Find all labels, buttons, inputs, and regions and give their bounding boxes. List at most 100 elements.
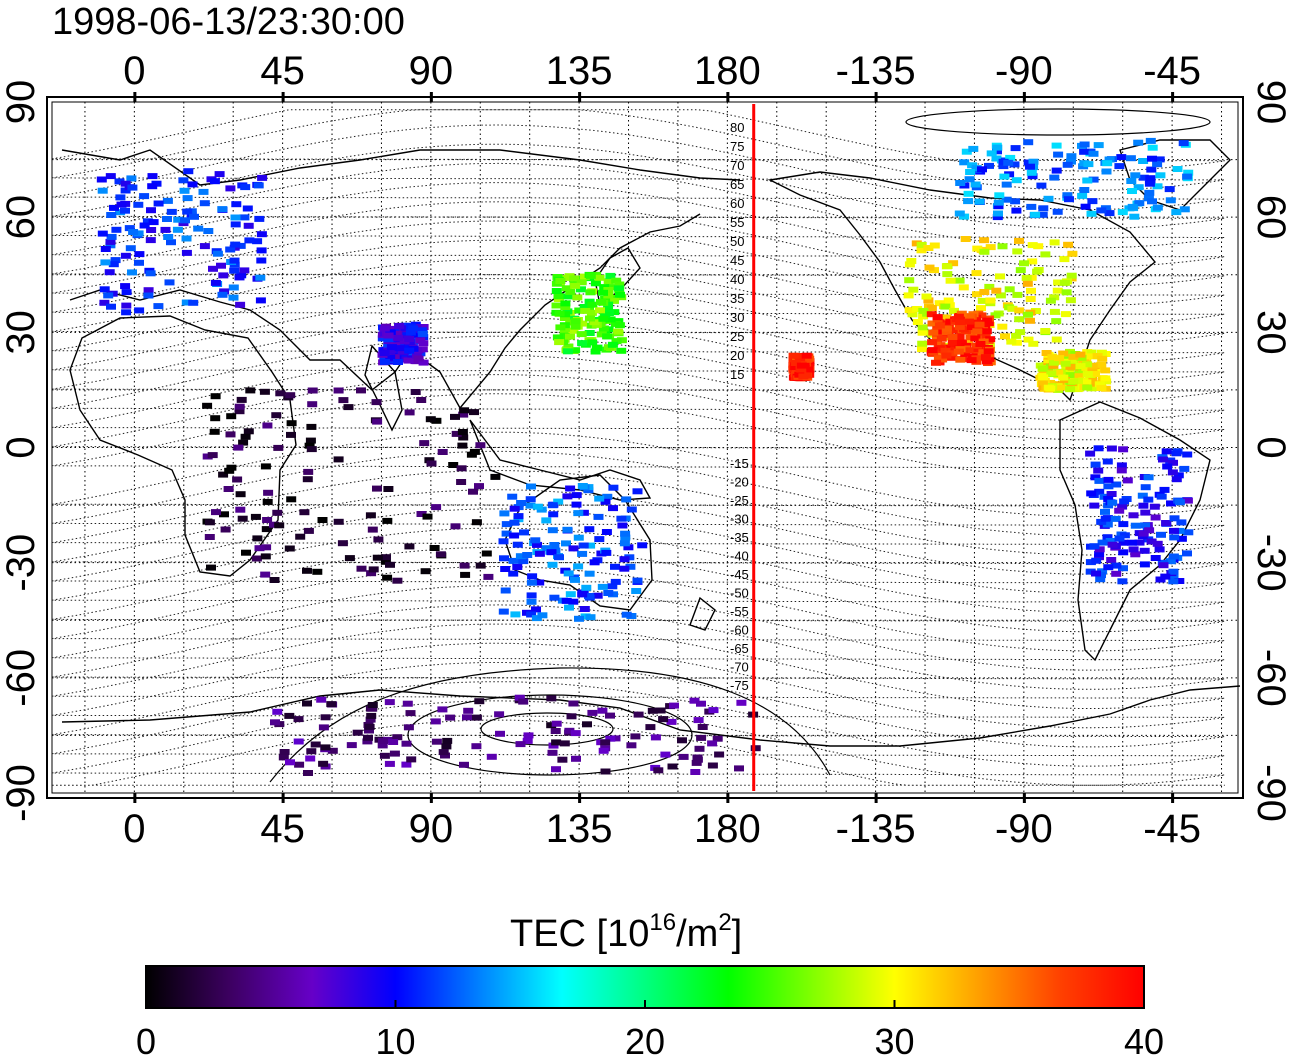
lat-tick-label-left: 90 (0, 80, 43, 125)
tec-point (1094, 488, 1105, 495)
tec-point (1111, 562, 1122, 569)
contour-label: 20 (730, 348, 744, 363)
tec-point (1023, 311, 1033, 318)
tec-point (1026, 169, 1037, 176)
tec-point (279, 749, 290, 755)
tec-point (162, 197, 173, 204)
tec-point (410, 389, 421, 395)
tec-point (592, 592, 603, 599)
tec-point (305, 755, 316, 762)
tec-point (522, 737, 533, 744)
tec-point (163, 234, 174, 240)
lat-tick-label-right: 60 (1249, 195, 1292, 240)
tec-point (904, 261, 915, 268)
tec-point (546, 722, 557, 729)
tec-point (466, 451, 477, 458)
tec-point (295, 533, 306, 540)
contour-labels: 80 75 70 65 60 55 50 45 40 35 30 25 20 15 -15 -20 -25 -30… (730, 120, 749, 693)
tec-point (356, 387, 366, 394)
tec-point (923, 245, 934, 251)
tec-point (1102, 160, 1113, 167)
tec-point (1091, 570, 1101, 577)
tec-point (1087, 362, 1098, 369)
tec-point (219, 288, 230, 295)
tec-point (121, 302, 132, 309)
tec-point (541, 545, 552, 552)
tec-point (1096, 349, 1107, 356)
tec-point (572, 294, 583, 301)
tec-point (973, 346, 984, 353)
tec-point (459, 761, 469, 768)
tec-point (1033, 243, 1044, 250)
tec-point (382, 574, 393, 581)
tec-point (570, 730, 581, 737)
tec-point (584, 526, 595, 533)
tec-point (182, 195, 193, 202)
tec-point (1182, 497, 1193, 504)
tec-point (1066, 153, 1077, 160)
tec-point (252, 238, 263, 245)
tec-point (562, 493, 573, 500)
tec-point (962, 339, 973, 346)
tec-point (178, 177, 189, 184)
tec-point (417, 346, 428, 353)
tec-point (251, 555, 262, 562)
contour-label: 50 (730, 234, 744, 249)
lon-tick-label-bottom: 45 (260, 807, 305, 851)
tec-point (1014, 307, 1025, 314)
tec-point (305, 437, 316, 444)
tec-point (1144, 527, 1155, 534)
tec-point (1040, 328, 1051, 334)
tec-point (1147, 198, 1157, 205)
lon-tick-label-top: -45 (1143, 49, 1201, 93)
tec-point (945, 277, 956, 284)
tec-point (1043, 195, 1054, 202)
tec-point (483, 573, 494, 580)
lon-tick-label-bottom: -45 (1143, 807, 1201, 851)
tec-point (1049, 174, 1060, 181)
tec-point (498, 538, 509, 545)
tec-point (272, 708, 283, 715)
tec-point (377, 742, 388, 749)
tec-point (954, 277, 965, 284)
tec-point (256, 257, 267, 264)
tec-point (976, 312, 987, 319)
tec-point (946, 354, 957, 361)
contour-label: -30 (730, 512, 749, 527)
tec-point (1101, 378, 1112, 385)
tec-point (431, 504, 442, 511)
tec-point (596, 331, 607, 338)
tec-point (1026, 203, 1037, 210)
tec-point (262, 422, 273, 429)
tec-point (1093, 445, 1104, 452)
tec-point (228, 294, 239, 301)
tec-point (306, 446, 317, 453)
tec-point (333, 518, 344, 525)
tec-point (275, 390, 286, 397)
tec-point (587, 709, 598, 716)
tec-point (942, 271, 953, 278)
tec-point (230, 221, 241, 228)
tec-point (460, 571, 471, 578)
tec-point (238, 439, 249, 446)
tec-point (272, 509, 283, 516)
tec-point (111, 226, 122, 233)
tec-point (270, 719, 280, 726)
colorbar-tick-label: 40 (1124, 1021, 1164, 1057)
tec-point (801, 352, 812, 359)
tec-point (609, 297, 619, 304)
tec-point (293, 716, 304, 723)
tec-point (693, 717, 704, 724)
tec-point (585, 289, 596, 296)
tec-point (173, 216, 184, 223)
tec-point (932, 314, 943, 321)
tec-point (995, 273, 1005, 280)
tec-point (953, 313, 964, 320)
tec-point (172, 226, 183, 233)
tec-point (419, 440, 430, 447)
tec-point (610, 563, 620, 570)
lon-tick-label-bottom: -90 (995, 807, 1053, 851)
lat-tick-label-right: -60 (1249, 649, 1292, 707)
tec-point (1116, 154, 1127, 161)
contour-label: -55 (730, 604, 749, 619)
